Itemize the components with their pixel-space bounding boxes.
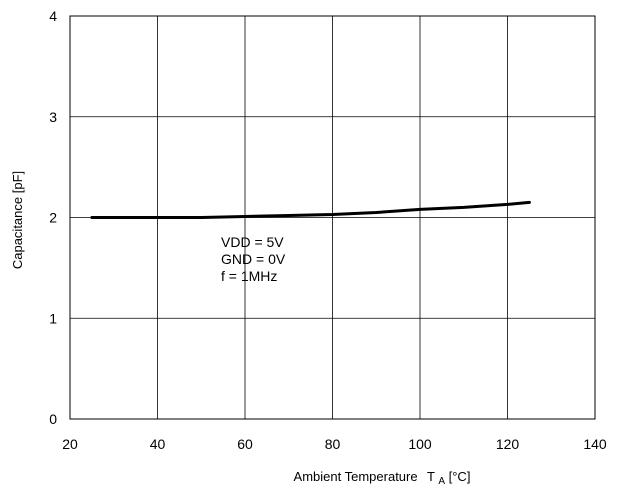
x-axis-title-subscript: A — [438, 476, 445, 487]
series-line — [90, 200, 531, 219]
x-tick-label: 80 — [325, 436, 341, 452]
y-axis-title: Capacitance [pF] — [10, 171, 25, 269]
annotation-vdd: VDD = 5V — [221, 234, 284, 250]
x-tick-labels: 20 40 60 80 100 120 140 — [62, 436, 607, 452]
y-tick-label: 3 — [49, 109, 57, 125]
x-tick-label: 100 — [408, 436, 432, 452]
x-tick-label: 60 — [237, 436, 253, 452]
x-tick-label: 120 — [496, 436, 520, 452]
y-tick-label: 2 — [49, 210, 57, 226]
x-axis-title-symbol: T — [427, 469, 435, 484]
x-tick-label: 140 — [583, 436, 607, 452]
x-tick-label: 20 — [62, 436, 78, 452]
x-axis-title-text: Ambient Temperature — [294, 469, 418, 484]
y-tick-labels: 0 1 2 3 4 — [49, 8, 57, 427]
annotation-gnd: GND = 0V — [221, 251, 286, 267]
y-tick-label: 0 — [49, 411, 57, 427]
plot-frame — [69, 15, 596, 420]
x-axis-title: Ambient Temperature T A [°C] — [294, 469, 471, 487]
y-tick-label: 4 — [49, 8, 57, 24]
annotation-freq: f = 1MHz — [221, 268, 277, 284]
y-tick-label: 1 — [49, 310, 57, 326]
x-tick-label: 40 — [150, 436, 166, 452]
x-axis-title-unit: [°C] — [449, 469, 471, 484]
